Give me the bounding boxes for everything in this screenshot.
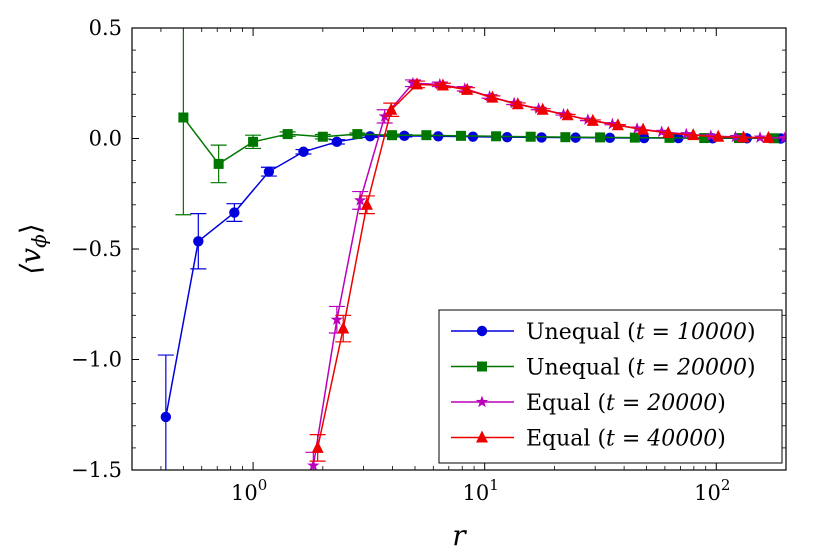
data-point	[337, 321, 350, 334]
legend-marker	[475, 395, 489, 408]
data-point	[406, 76, 420, 89]
data-point	[595, 132, 606, 143]
x-tick-label: 101	[463, 476, 499, 505]
data-point	[611, 118, 624, 131]
x-axis-label: r	[452, 519, 467, 552]
tick-labels: 0.5 0.0 −0.5 −1.0 −1.5 100 101 102	[71, 16, 730, 505]
y-axis-label-main: ⟨v	[14, 248, 47, 275]
y-tick-label: −1.0	[71, 348, 122, 372]
series-layer	[157, 28, 786, 470]
data-point	[160, 411, 172, 423]
y-tick-label: −1.5	[71, 458, 122, 482]
data-point	[525, 131, 536, 142]
series-4	[309, 77, 775, 462]
data-point	[586, 113, 599, 126]
data-point	[354, 193, 367, 206]
legend: Unequal (t = 10000) Unequal (t = 20000) Eq…	[438, 309, 783, 464]
data-point	[298, 146, 309, 157]
y-axis-label-close: ⟩	[14, 223, 47, 234]
legend-entry: Equal (t = 20000)	[451, 391, 726, 416]
data-point	[729, 130, 742, 143]
legend-marker	[476, 430, 488, 443]
data-point	[433, 131, 444, 142]
data-point	[360, 197, 373, 210]
data-point	[687, 128, 700, 141]
data-point	[662, 125, 675, 138]
data-point	[560, 132, 571, 143]
data-point	[561, 108, 574, 121]
data-point	[330, 313, 344, 325]
data-point	[461, 82, 474, 95]
data-point	[733, 133, 744, 144]
data-point	[248, 136, 259, 147]
data-point	[410, 77, 423, 90]
legend-entry: Equal (t = 40000)	[451, 427, 726, 452]
data-point	[317, 131, 328, 142]
data-point	[737, 130, 750, 143]
data-point	[637, 122, 650, 135]
legend-entry: Unequal (t = 10000)	[451, 320, 756, 345]
y-axis-label: ⟨vϕ⟩	[14, 223, 51, 274]
y-axis-label-sub: ϕ	[27, 234, 51, 248]
series-1	[157, 130, 786, 470]
data-point	[331, 136, 343, 148]
y-tick-label: 0.5	[89, 16, 122, 40]
data-point	[387, 130, 398, 141]
data-point	[364, 131, 376, 142]
legend-label: Unequal (t = 10000)	[526, 320, 756, 345]
legend-entry: Unequal (t = 20000)	[451, 356, 756, 381]
data-point	[704, 129, 717, 142]
data-point	[455, 130, 466, 141]
x-tick-label: 102	[694, 476, 730, 505]
data-point	[436, 78, 449, 91]
data-point	[178, 112, 189, 123]
legend-label: Equal (t = 20000)	[526, 391, 726, 416]
data-point	[655, 125, 668, 138]
data-point	[378, 109, 391, 122]
data-point	[421, 130, 432, 141]
data-point	[712, 129, 725, 142]
data-point	[680, 127, 693, 140]
data-point	[778, 131, 786, 144]
data-point	[352, 129, 363, 140]
data-point	[263, 166, 275, 177]
data-point	[491, 131, 502, 142]
legend-marker	[476, 325, 488, 337]
data-point	[311, 440, 324, 453]
y-tick-label: 0.0	[89, 127, 122, 151]
legend-label: Equal (t = 40000)	[526, 427, 726, 452]
data-point	[511, 97, 524, 110]
data-point	[532, 102, 545, 114]
x-tick-label: 100	[231, 476, 267, 505]
data-point	[282, 129, 293, 140]
data-point	[307, 459, 320, 470]
y-tick-label: −0.5	[71, 237, 122, 261]
series-2	[175, 28, 779, 216]
data-point	[486, 90, 499, 103]
data-point	[629, 132, 640, 143]
plot-frame	[131, 27, 787, 471]
data-point	[536, 102, 549, 115]
series-line	[182, 117, 774, 165]
data-point	[385, 102, 398, 115]
data-point	[193, 236, 204, 247]
data-point	[699, 133, 710, 144]
legend-label: Unequal (t = 20000)	[526, 356, 756, 381]
data-point	[213, 158, 224, 169]
data-point	[762, 130, 775, 143]
legend-marker	[477, 361, 487, 372]
data-point	[557, 107, 570, 120]
data-point	[229, 207, 240, 218]
